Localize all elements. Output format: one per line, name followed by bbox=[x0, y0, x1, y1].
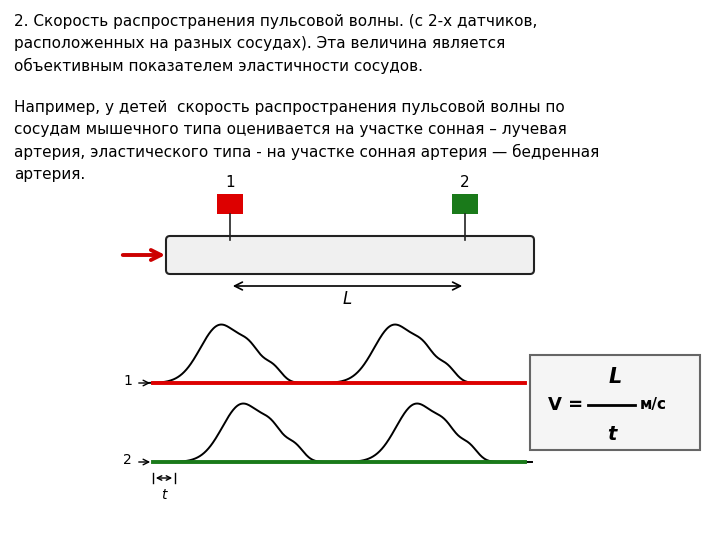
Text: t: t bbox=[161, 488, 167, 502]
Text: 2: 2 bbox=[460, 175, 470, 190]
Text: t: t bbox=[607, 425, 616, 444]
Text: L: L bbox=[343, 290, 352, 308]
Text: L: L bbox=[608, 367, 621, 387]
FancyBboxPatch shape bbox=[530, 355, 700, 450]
FancyBboxPatch shape bbox=[452, 194, 478, 214]
Text: Например, у детей  скорость распространения пульсовой волны по
сосудам мышечного: Например, у детей скорость распространен… bbox=[14, 100, 599, 181]
Text: V =: V = bbox=[548, 396, 583, 414]
Text: 2. Скорость распространения пульсовой волны. (с 2-х датчиков,
расположенных на р: 2. Скорость распространения пульсовой во… bbox=[14, 14, 537, 74]
FancyBboxPatch shape bbox=[217, 194, 243, 214]
Text: 1: 1 bbox=[123, 374, 132, 388]
Text: м/с: м/с bbox=[640, 397, 667, 413]
FancyBboxPatch shape bbox=[166, 236, 534, 274]
Text: 1: 1 bbox=[225, 175, 235, 190]
Text: 2: 2 bbox=[123, 453, 132, 467]
